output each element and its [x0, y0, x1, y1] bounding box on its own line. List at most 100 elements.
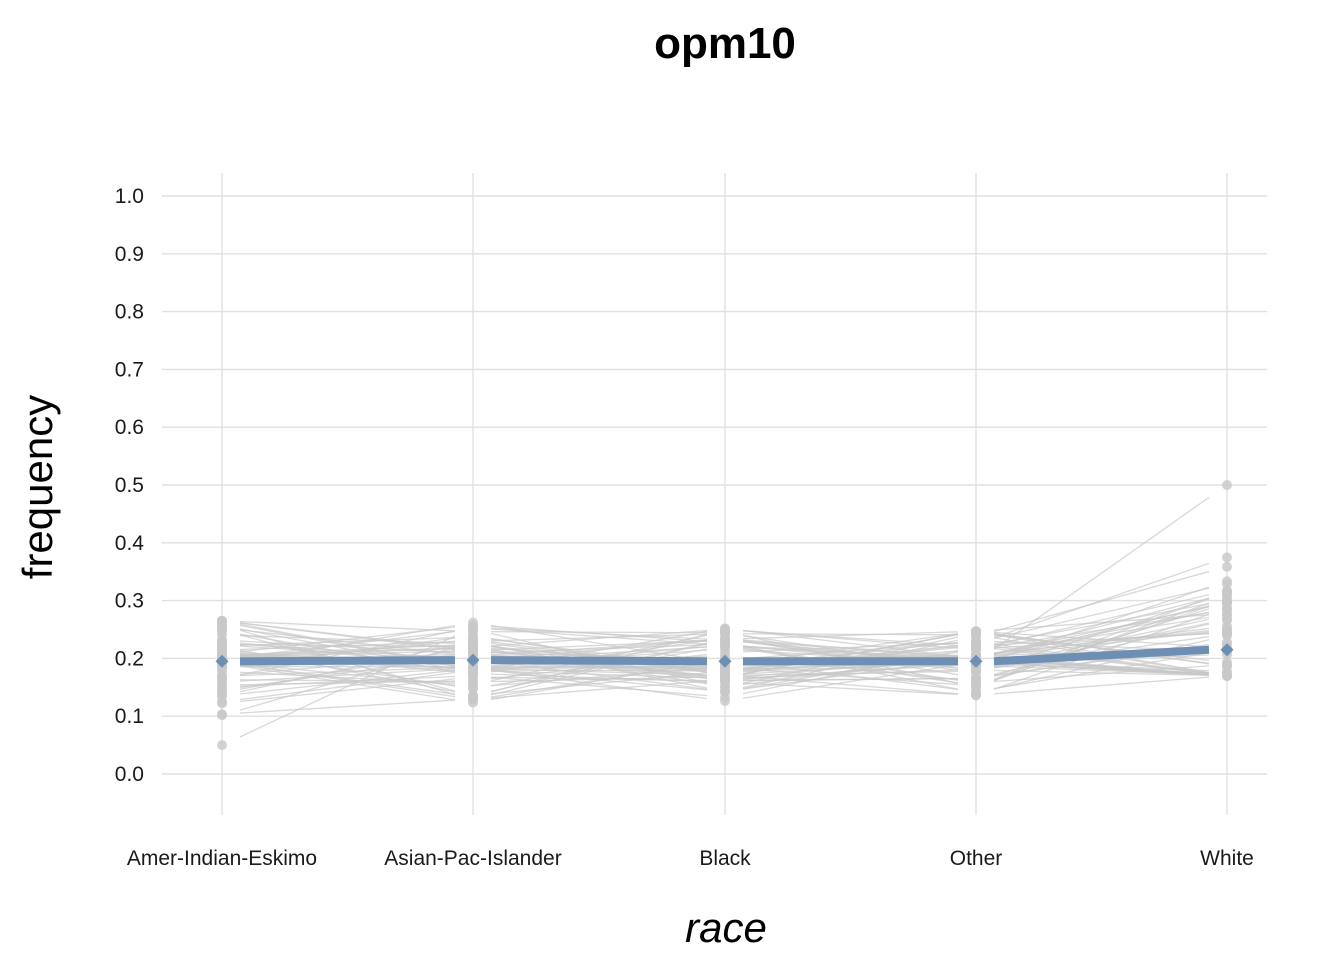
bootstrap-line — [490, 633, 708, 642]
mean-point — [718, 654, 732, 668]
bootstrap-point — [217, 641, 227, 652]
bootstrap-point — [720, 626, 730, 637]
bootstrap-point — [720, 692, 730, 703]
bootstrap-line — [239, 663, 456, 695]
bootstrap-line — [239, 671, 456, 701]
bootstrap-line — [239, 668, 456, 682]
bootstrap-line — [993, 562, 1210, 639]
bootstrap-point — [1222, 579, 1232, 590]
vertical-gridlines — [221, 173, 1228, 815]
bootstrap-point — [217, 673, 227, 684]
bootstrap-point — [971, 682, 981, 693]
bootstrap-point — [1222, 670, 1232, 681]
bootstrap-point — [1222, 480, 1232, 490]
y-tick-label: 0.9 — [115, 243, 144, 266]
bootstrap-line — [993, 597, 1210, 655]
bootstrap-line — [239, 624, 456, 663]
mean-segment — [239, 656, 456, 666]
bootstrap-point — [468, 690, 478, 701]
y-tick-label: 1.0 — [115, 185, 144, 208]
bootstrap-line — [993, 665, 1210, 683]
bootstrap-line — [490, 624, 708, 662]
bootstrap-line — [742, 648, 959, 684]
bootstrap-line — [993, 570, 1210, 633]
mean-point — [1220, 643, 1234, 657]
y-tick-label: 0.5 — [115, 474, 144, 497]
bootstrap-point — [971, 690, 981, 701]
y-tick-label: 0.7 — [115, 358, 144, 381]
bootstrap-point — [217, 620, 227, 631]
bootstrap-line — [742, 682, 959, 695]
bootstrap-point — [720, 675, 730, 686]
bootstrap-line — [993, 603, 1210, 645]
bootstrap-line — [239, 663, 456, 698]
x-tick-label: Black — [699, 847, 751, 870]
bootstrap-line — [993, 614, 1210, 631]
horizontal-gridlines — [162, 195, 1267, 775]
bootstrap-line — [490, 668, 708, 676]
bootstrap-point — [468, 667, 478, 678]
bootstrap-line — [490, 631, 708, 634]
y-axis-title: frequency — [14, 395, 61, 579]
bootstrap-point — [1222, 625, 1232, 636]
x-tick-label: Other — [950, 847, 1003, 870]
bootstrap-line — [239, 620, 456, 632]
bootstrap-line — [490, 676, 708, 697]
bootstrap-line — [742, 670, 959, 676]
bootstrap-line — [239, 675, 456, 687]
bootstrap-line — [993, 647, 1210, 675]
mean-point — [466, 653, 480, 667]
bootstrap-point — [468, 697, 478, 708]
bootstrap-line — [742, 631, 959, 640]
bootstrap-line — [742, 630, 959, 647]
bootstrap-point — [1222, 661, 1232, 672]
bootstrap-line — [490, 667, 708, 669]
x-tick-label: White — [1200, 847, 1254, 870]
bootstrap-point — [1222, 609, 1232, 620]
bootstrap-line — [742, 642, 959, 653]
bootstrap-line — [490, 642, 708, 692]
mean-line — [215, 643, 1234, 668]
y-tick-label: 0.6 — [115, 416, 144, 439]
bootstrap-line — [239, 671, 456, 685]
bootstrap-point — [720, 634, 730, 645]
bootstrap-line — [993, 616, 1210, 654]
x-tick-labels: Amer-Indian-Eskimo Asian-Pac-Islander Blac… — [127, 847, 1254, 870]
y-tick-label: 0.0 — [115, 763, 144, 786]
bootstrap-line — [742, 677, 959, 681]
bootstrap-line — [993, 631, 1210, 648]
bootstrap-line — [742, 668, 959, 686]
bootstrap-line — [239, 699, 456, 714]
bootstrap-line — [993, 602, 1210, 682]
bootstrap-point — [468, 617, 478, 628]
bootstrap-line — [993, 496, 1210, 650]
bootstrap-point — [971, 642, 981, 653]
bootstrap-line — [239, 669, 456, 695]
bootstrap-line — [490, 670, 708, 679]
bootstrap-line — [239, 630, 456, 676]
bootstrap-line — [239, 649, 456, 693]
bootstrap-line — [742, 642, 959, 660]
chart-title: opm10 — [654, 19, 796, 68]
y-tick-label: 0.1 — [115, 705, 144, 728]
bootstrap-point — [217, 710, 227, 721]
y-tick-label: 0.2 — [115, 647, 144, 670]
bootstrap-line — [993, 587, 1210, 639]
bootstrap-line — [742, 629, 959, 658]
mean-segment — [490, 656, 708, 666]
x-tick-label: Amer-Indian-Eskimo — [127, 847, 317, 870]
bootstrap-point — [468, 631, 478, 642]
bootstrap-line — [490, 680, 708, 699]
y-tick-labels: 0.0 0.1 0.2 0.3 0.4 0.5 0.6 0.7 0.8 0.9 1.0 — [115, 185, 145, 786]
bootstrap-line — [742, 675, 959, 695]
bootstrap-line — [993, 606, 1210, 655]
bootstrap-point — [971, 626, 981, 637]
bootstrap-point — [1222, 561, 1232, 572]
y-tick-label: 0.4 — [115, 532, 145, 555]
bootstrap-line — [993, 676, 1210, 695]
bootstrap-line — [742, 664, 959, 699]
y-tick-label: 0.8 — [115, 301, 144, 324]
mean-segment — [993, 645, 1210, 666]
x-tick-label: Asian-Pac-Islander — [384, 847, 561, 870]
mean-point — [215, 654, 229, 668]
